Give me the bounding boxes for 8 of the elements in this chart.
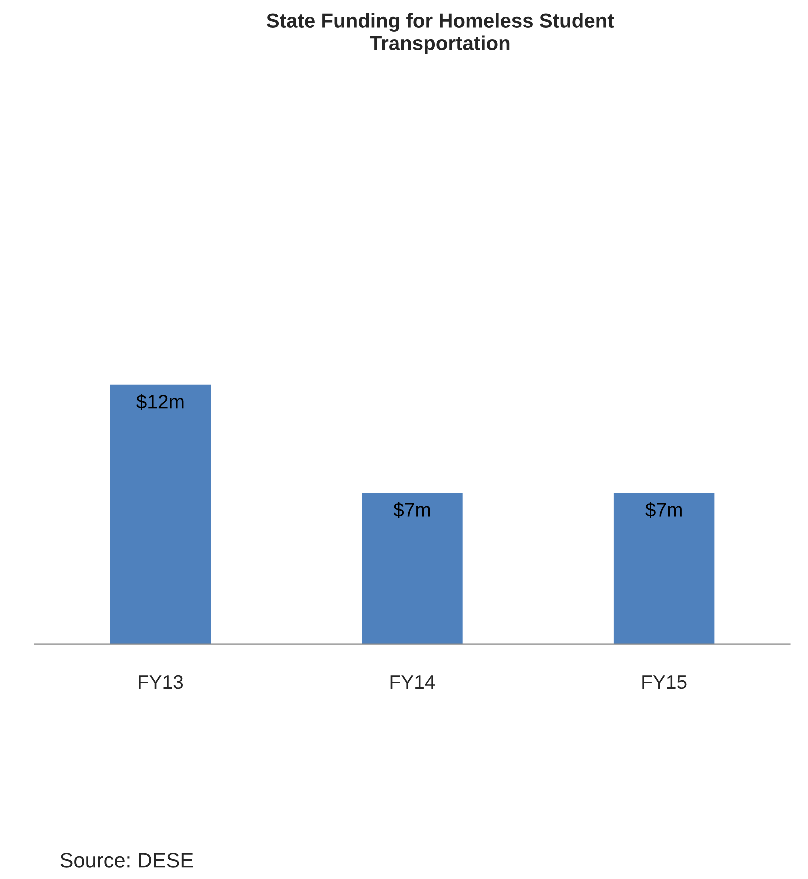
x-tick-label: FY15 bbox=[642, 676, 687, 690]
data-label: $12m bbox=[136, 394, 184, 410]
x-tick-label: FY14 bbox=[390, 676, 436, 689]
data-label: $7m bbox=[646, 502, 682, 518]
data-label: $7m bbox=[394, 502, 430, 518]
source-note: Source: DESE bbox=[60, 853, 194, 868]
chart-title: State Funding for Homeless Student Transportation bbox=[266, 13, 614, 54]
x-tick-label: FY13 bbox=[139, 675, 184, 690]
